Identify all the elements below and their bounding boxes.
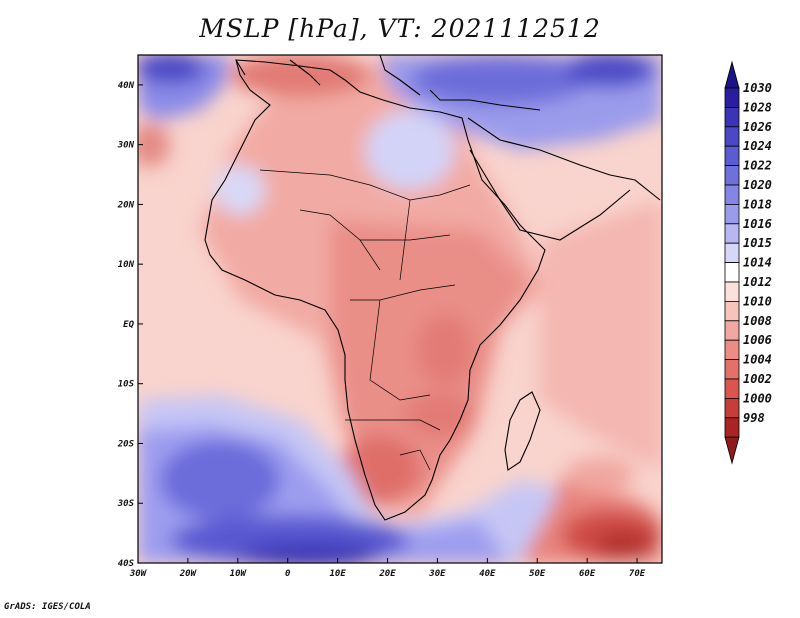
colorbar-swatch bbox=[724, 359, 740, 380]
x-tick-label: 0 bbox=[285, 569, 291, 579]
colorbar-swatch bbox=[724, 417, 740, 438]
colorbar-swatch bbox=[724, 145, 740, 166]
colorbar-swatch bbox=[724, 242, 740, 263]
x-tick-label: 10E bbox=[329, 569, 346, 579]
x-tick-label: 30W bbox=[129, 569, 148, 579]
colorbar-swatch bbox=[724, 397, 740, 419]
colorbar-label: 1002 bbox=[743, 372, 772, 386]
x-tick-label: 30E bbox=[428, 569, 446, 579]
colorbar-label: 1010 bbox=[743, 294, 772, 308]
colorbar-label: 1006 bbox=[743, 333, 772, 347]
colorbar-bottom-arrow bbox=[724, 436, 740, 465]
colorbar-label: 1026 bbox=[743, 120, 772, 134]
colorbar-label: 1028 bbox=[743, 100, 772, 114]
y-axis: 40N 30N 20N 10N EQ 10S 20S 30S 40S bbox=[117, 81, 143, 569]
colorbar-label: 1016 bbox=[743, 217, 772, 231]
y-tick-label: 30S bbox=[117, 499, 135, 509]
arabia-coastline bbox=[467, 117, 661, 241]
colorbar-swatch bbox=[724, 378, 740, 399]
colorbar-label: 1018 bbox=[743, 197, 772, 211]
colorbar-swatch bbox=[724, 281, 740, 302]
colorbar-swatch bbox=[724, 126, 740, 147]
colorbar-label: 1024 bbox=[743, 139, 772, 153]
colorbar-swatch bbox=[724, 107, 740, 128]
colorbar-label: 1015 bbox=[743, 236, 772, 250]
colorbar-label: 1014 bbox=[743, 256, 772, 270]
x-tick-label: 50E bbox=[529, 569, 546, 579]
country-borders bbox=[259, 169, 471, 471]
madagascar-coastline bbox=[504, 391, 541, 471]
colorbar-swatch bbox=[724, 320, 740, 341]
colorbar-label: 1022 bbox=[743, 159, 772, 173]
x-tick-label: 40E bbox=[479, 569, 496, 579]
colorbar-swatch bbox=[724, 87, 740, 108]
grads-credit: GrADS: IGES/COLA bbox=[4, 602, 91, 612]
y-tick-label: 40S bbox=[118, 559, 135, 569]
colorbar-swatch bbox=[724, 203, 740, 225]
chart-title: MSLP [hPa], VT: 2021112512 bbox=[199, 14, 601, 43]
colorbar-label: 1012 bbox=[743, 275, 772, 289]
colorbar-label: 1008 bbox=[743, 314, 772, 328]
colorbar-swatch bbox=[724, 184, 740, 205]
plot-frame bbox=[137, 54, 663, 564]
y-tick-label: 30N bbox=[117, 141, 135, 151]
colorbar-top-arrow bbox=[724, 60, 740, 89]
x-tick-label: 20W bbox=[179, 569, 198, 579]
x-tick-label: 20E bbox=[378, 569, 396, 579]
y-tick-label: 40N bbox=[118, 81, 135, 91]
x-tick-label: 60E bbox=[579, 569, 596, 579]
colorbar-label: 1020 bbox=[743, 178, 772, 192]
y-tick-label: 20S bbox=[117, 439, 135, 449]
coastlines bbox=[204, 55, 661, 521]
pressure-field bbox=[138, 55, 662, 563]
colorbar-swatch bbox=[724, 339, 740, 361]
x-tick-label: 70E bbox=[629, 569, 646, 579]
colorbar-label: 998 bbox=[743, 411, 765, 425]
colorbar-label: 1030 bbox=[743, 81, 772, 95]
y-tick-label: 20N bbox=[117, 200, 135, 210]
y-tick-label: 10S bbox=[118, 380, 135, 390]
africa-coastline bbox=[204, 59, 546, 521]
x-tick-label: 10W bbox=[230, 569, 248, 579]
colorbar-label: 1000 bbox=[743, 391, 772, 405]
colorbar-label: 1004 bbox=[743, 353, 772, 367]
colorbar-swatch bbox=[724, 300, 740, 322]
colorbar-swatch bbox=[724, 223, 740, 244]
colorbar-swatch bbox=[724, 262, 740, 283]
y-tick-label: EQ bbox=[123, 320, 134, 330]
y-tick-label: 10N bbox=[118, 260, 135, 270]
colorbar: 1030 1028 1026 1024 1022 1020 1018 1016 1015 1014… bbox=[724, 60, 772, 465]
europe-coastline bbox=[235, 55, 541, 111]
colorbar-swatch bbox=[724, 165, 740, 186]
x-axis: 30W 20W 10W 0 10E 20E 30E 40E 50E 60E 70E bbox=[129, 558, 646, 579]
